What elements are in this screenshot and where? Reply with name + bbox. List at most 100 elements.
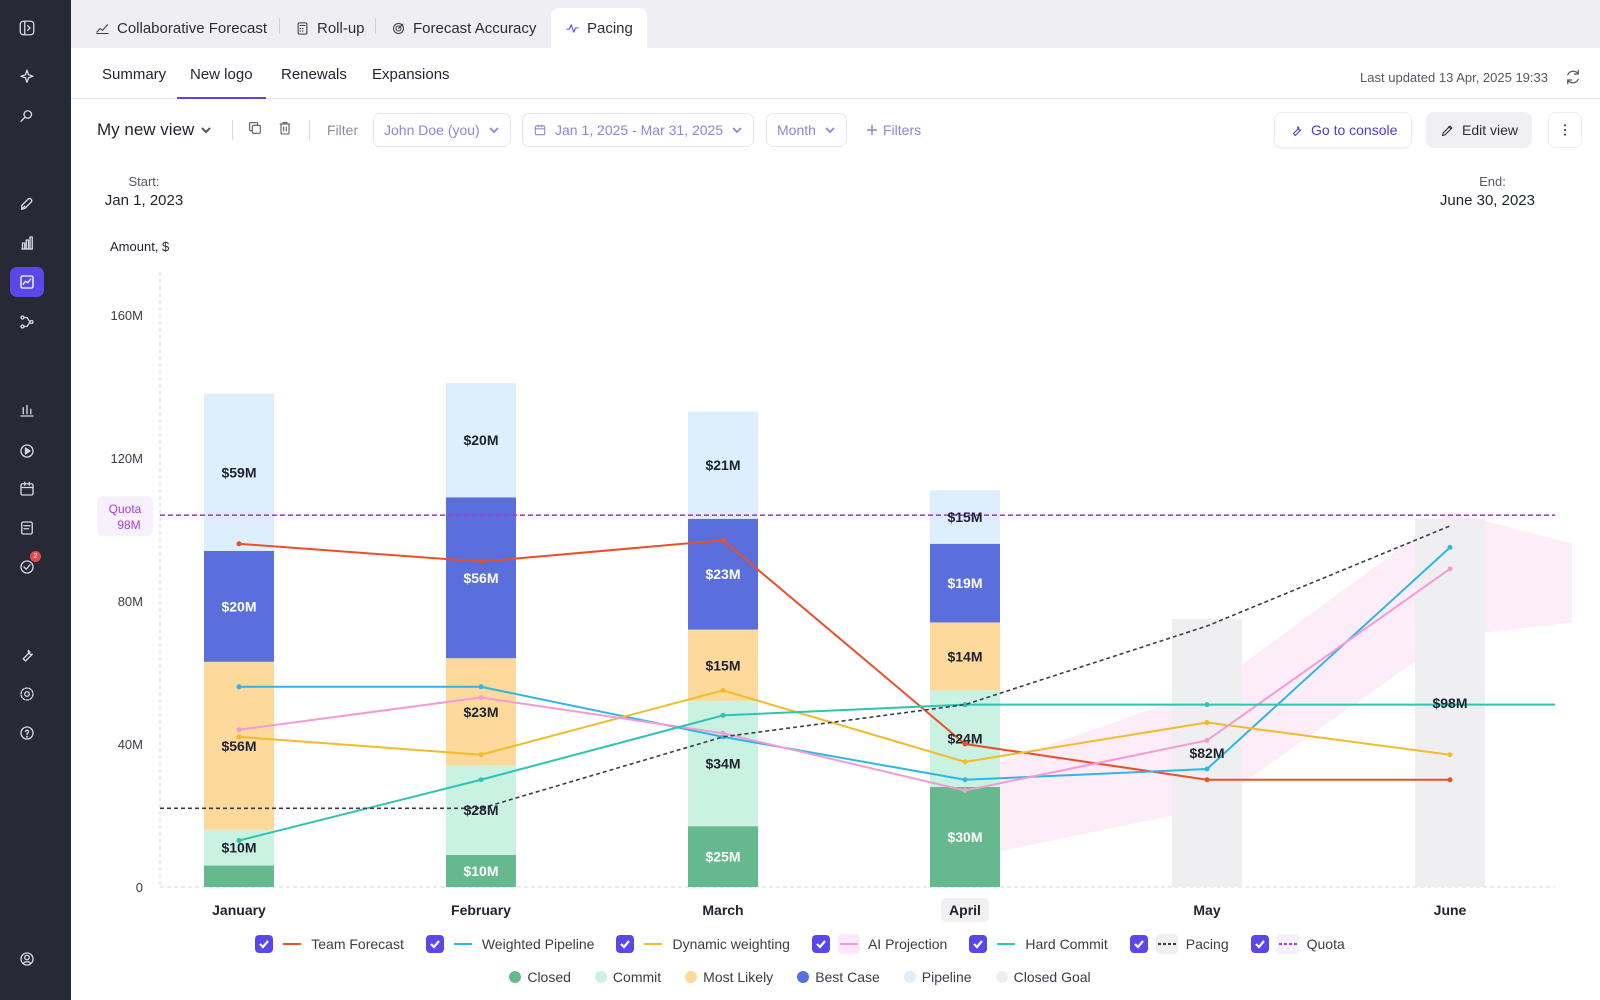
bar-value-label: $19M xyxy=(947,575,982,591)
range-start-value: Jan 1, 2023 xyxy=(104,192,184,209)
bar-segment xyxy=(688,411,758,519)
legend-item-commit[interactable]: Commit xyxy=(594,969,661,985)
legend-item-pacing[interactable]: Pacing xyxy=(1129,934,1229,954)
legend-dot xyxy=(594,971,607,983)
subtab-expansions[interactable]: Expansions xyxy=(372,66,450,83)
legend-item-closed-goal[interactable]: Closed Goal xyxy=(995,969,1091,985)
legend-item-quota[interactable]: Quota xyxy=(1250,934,1345,954)
line-point xyxy=(1447,702,1453,708)
add-filters-button[interactable]: Filters xyxy=(866,122,921,138)
bar-segment xyxy=(930,622,1000,691)
subtab-summary[interactable]: Summary xyxy=(102,66,167,83)
y-tick-label: 160M xyxy=(110,308,143,323)
bar-value-label: $15M xyxy=(705,657,740,673)
profile-icon[interactable] xyxy=(13,945,41,973)
bar-value-label: $23M xyxy=(463,704,498,720)
legend-item-weighted-pipeline[interactable]: Weighted Pipeline xyxy=(425,934,594,954)
notes-icon[interactable] xyxy=(13,514,41,542)
checkbox-checked-icon[interactable] xyxy=(969,935,988,953)
legend-lines: Team Forecast Weighted Pipeline Dynamic we… xyxy=(0,934,1600,954)
line-point xyxy=(962,702,968,708)
line-point xyxy=(720,712,726,718)
bar-value-label: $14M xyxy=(947,648,982,664)
line-dynamic-weighting xyxy=(238,689,1451,763)
date-range-dropdown[interactable]: Jan 1, 2025 - Mar 31, 2025 xyxy=(522,113,755,147)
edit-view-button[interactable]: Edit view xyxy=(1426,112,1533,148)
checkbox-checked-icon[interactable] xyxy=(425,935,444,953)
line-point xyxy=(720,730,726,736)
checkbox-checked-icon[interactable] xyxy=(1250,935,1269,953)
legend-label: Hard Commit xyxy=(1025,936,1108,952)
legend-item-closed[interactable]: Closed xyxy=(509,969,571,985)
calendar-icon[interactable] xyxy=(13,475,41,503)
gear-icon[interactable] xyxy=(13,680,41,708)
bar-value-label: $10M xyxy=(221,840,256,856)
tasks-icon[interactable]: 2 xyxy=(13,551,41,581)
tab-roll-up[interactable]: Roll-up xyxy=(281,8,379,48)
checkbox-checked-icon[interactable] xyxy=(1129,935,1148,953)
user-filter-dropdown[interactable]: John Doe (you) xyxy=(373,113,511,147)
legend-item-hard-commit[interactable]: Hard Commit xyxy=(969,934,1108,954)
legend-label: Most Likely xyxy=(703,969,774,985)
search-user-icon[interactable] xyxy=(13,102,41,130)
top-tab-bar: Collaborative Forecast Roll-up Forecast … xyxy=(71,0,1600,48)
bar-chart-icon[interactable] xyxy=(13,229,41,257)
go-to-console-button[interactable]: Go to console xyxy=(1274,112,1413,148)
calculator-icon xyxy=(297,21,308,35)
rocket-icon[interactable] xyxy=(13,190,41,218)
bar-value-label: $15M xyxy=(947,509,982,525)
bar-value-label: $34M xyxy=(705,756,740,772)
chart-bars xyxy=(204,382,1485,887)
tab-label: Collaborative Forecast xyxy=(117,19,268,37)
sidebar-toggle-icon[interactable] xyxy=(13,14,41,42)
view-selector[interactable]: My new view xyxy=(97,120,212,140)
filter-label: Filter xyxy=(327,122,359,138)
pacing-chart-icon[interactable] xyxy=(10,267,44,297)
legend-label: Closed xyxy=(527,969,571,985)
legend-dot xyxy=(509,971,522,983)
legend-item-most-likely[interactable]: Most Likely xyxy=(685,969,773,985)
legend-item-dynamic-weighting[interactable]: Dynamic weighting xyxy=(616,934,790,954)
tab-pacing[interactable]: Pacing xyxy=(551,8,647,48)
legend-label: Team Forecast xyxy=(311,936,404,952)
wrench-icon[interactable] xyxy=(13,641,41,669)
line-point xyxy=(720,537,726,543)
bar-segment xyxy=(204,829,274,866)
duplicate-icon[interactable] xyxy=(247,120,265,138)
bar-segment xyxy=(446,382,516,498)
legend-item-best-case[interactable]: Best Case xyxy=(797,969,880,985)
line-point xyxy=(1204,766,1210,772)
legend-item-team-forecast[interactable]: Team Forecast xyxy=(255,934,404,954)
more-options-button[interactable] xyxy=(1548,112,1582,148)
play-icon[interactable] xyxy=(13,437,41,465)
subtab-renewals[interactable]: Renewals xyxy=(281,66,347,83)
tab-forecast-accuracy[interactable]: Forecast Accuracy xyxy=(377,8,550,48)
subtab-new-logo[interactable]: New logo xyxy=(177,66,266,99)
bar-value-label: $20M xyxy=(463,432,498,448)
legend-dot xyxy=(903,971,916,983)
tab-collaborative-forecast[interactable]: Collaborative Forecast xyxy=(81,8,281,48)
checkbox-checked-icon[interactable] xyxy=(811,935,830,953)
period-dropdown[interactable]: Month xyxy=(766,113,847,147)
legend-line-swatch xyxy=(452,934,474,954)
line-point xyxy=(478,777,484,783)
checkbox-checked-icon[interactable] xyxy=(616,935,635,953)
date-range-value: Jan 1, 2025 - Mar 31, 2025 xyxy=(555,122,724,138)
legend-dot xyxy=(995,971,1008,983)
bar-value-label: $20M xyxy=(221,598,256,614)
legend-item-ai-projection[interactable]: AI Projection xyxy=(811,934,947,954)
legend-label: Closed Goal xyxy=(1013,969,1091,985)
checkbox-checked-icon[interactable] xyxy=(255,935,274,953)
legend-item-pipeline[interactable]: Pipeline xyxy=(903,969,972,985)
bar-segment xyxy=(930,490,1000,544)
report-icon[interactable] xyxy=(13,396,41,424)
refresh-icon[interactable] xyxy=(1564,68,1582,86)
trash-icon[interactable] xyxy=(277,120,295,138)
chevron-down-icon xyxy=(489,127,499,134)
sparkle-icon[interactable] xyxy=(13,63,41,91)
help-icon[interactable] xyxy=(13,719,41,747)
flow-icon[interactable] xyxy=(13,308,41,336)
bar-segment xyxy=(930,786,1000,887)
x-tick-label: February xyxy=(451,902,511,918)
